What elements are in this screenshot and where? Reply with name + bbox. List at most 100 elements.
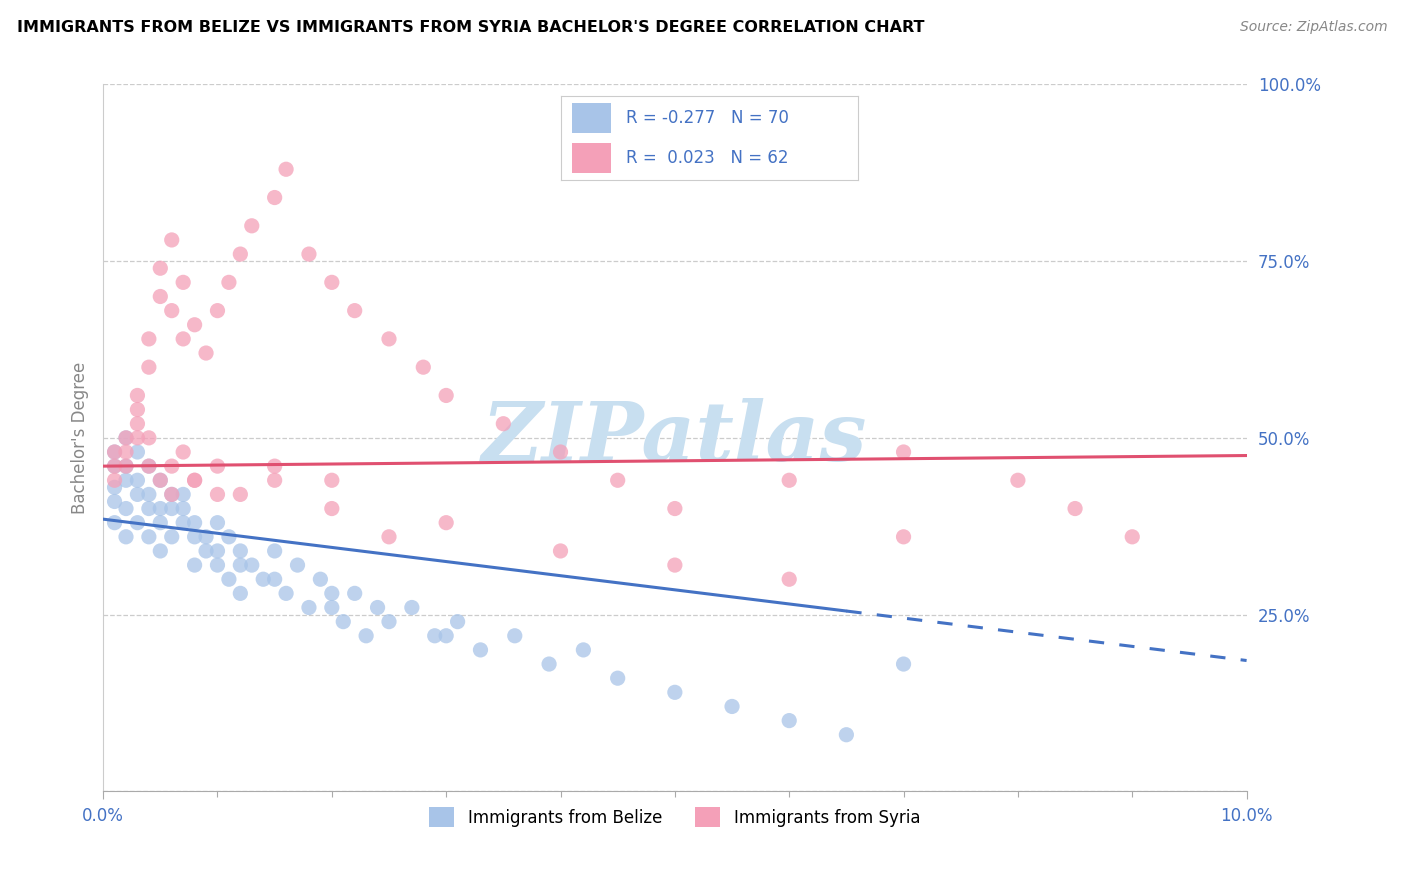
- Point: [115, 445, 138, 459]
- Point: [183, 530, 205, 544]
- Point: [550, 445, 572, 459]
- Point: [263, 190, 285, 204]
- Point: [835, 728, 858, 742]
- Point: [367, 600, 389, 615]
- Point: [343, 303, 366, 318]
- Point: [138, 487, 160, 501]
- Point: [138, 360, 160, 375]
- Point: [103, 445, 125, 459]
- Point: [721, 699, 744, 714]
- Point: [160, 501, 183, 516]
- Point: [127, 445, 149, 459]
- Point: [127, 402, 149, 417]
- Point: [893, 530, 915, 544]
- Point: [664, 501, 686, 516]
- Point: [207, 516, 229, 530]
- Point: [240, 558, 263, 573]
- Point: [229, 487, 252, 501]
- Point: [103, 445, 125, 459]
- Point: [470, 643, 492, 657]
- Point: [378, 332, 401, 346]
- Point: [103, 494, 125, 508]
- Point: [149, 516, 172, 530]
- Point: [127, 431, 149, 445]
- Point: [321, 473, 343, 487]
- Point: [127, 516, 149, 530]
- Point: [446, 615, 468, 629]
- Point: [298, 247, 321, 261]
- Point: [434, 516, 457, 530]
- Point: [332, 615, 354, 629]
- Point: [127, 417, 149, 431]
- Point: [103, 480, 125, 494]
- Point: [434, 629, 457, 643]
- Point: [321, 501, 343, 516]
- Point: [138, 332, 160, 346]
- Point: [354, 629, 377, 643]
- Point: [138, 459, 160, 474]
- Point: [115, 473, 138, 487]
- Point: [263, 572, 285, 586]
- Point: [103, 459, 125, 474]
- Point: [893, 657, 915, 671]
- Point: [321, 600, 343, 615]
- Point: [115, 459, 138, 474]
- Point: [115, 431, 138, 445]
- Point: [127, 473, 149, 487]
- Point: [1007, 473, 1029, 487]
- Point: [149, 473, 172, 487]
- Point: [138, 501, 160, 516]
- Point: [172, 516, 194, 530]
- Point: [160, 487, 183, 501]
- Point: [321, 276, 343, 290]
- Text: ZIPatlas: ZIPatlas: [482, 398, 868, 478]
- Point: [298, 600, 321, 615]
- Point: [138, 459, 160, 474]
- Point: [149, 544, 172, 558]
- Point: [160, 530, 183, 544]
- Point: [160, 303, 183, 318]
- Point: [195, 544, 218, 558]
- Point: [606, 473, 628, 487]
- Point: [893, 445, 915, 459]
- Point: [538, 657, 561, 671]
- Point: [229, 247, 252, 261]
- Point: [401, 600, 423, 615]
- Point: [160, 459, 183, 474]
- Point: [492, 417, 515, 431]
- Point: [229, 558, 252, 573]
- Point: [172, 276, 194, 290]
- Point: [195, 530, 218, 544]
- Point: [160, 233, 183, 247]
- Point: [207, 303, 229, 318]
- Point: [274, 162, 297, 177]
- Point: [423, 629, 446, 643]
- Point: [103, 473, 125, 487]
- Point: [252, 572, 274, 586]
- Point: [149, 501, 172, 516]
- Point: [240, 219, 263, 233]
- Point: [378, 530, 401, 544]
- Legend: Immigrants from Belize, Immigrants from Syria: Immigrants from Belize, Immigrants from …: [423, 800, 927, 834]
- Point: [218, 530, 240, 544]
- Point: [207, 544, 229, 558]
- Point: [172, 445, 194, 459]
- Point: [115, 501, 138, 516]
- Point: [263, 459, 285, 474]
- Point: [229, 544, 252, 558]
- Point: [218, 572, 240, 586]
- Point: [664, 685, 686, 699]
- Point: [207, 558, 229, 573]
- Point: [378, 615, 401, 629]
- Point: [778, 572, 800, 586]
- Point: [503, 629, 526, 643]
- Point: [195, 346, 218, 360]
- Point: [138, 431, 160, 445]
- Point: [550, 544, 572, 558]
- Point: [115, 459, 138, 474]
- Point: [127, 388, 149, 402]
- Point: [160, 487, 183, 501]
- Point: [183, 516, 205, 530]
- Point: [778, 473, 800, 487]
- Point: [218, 276, 240, 290]
